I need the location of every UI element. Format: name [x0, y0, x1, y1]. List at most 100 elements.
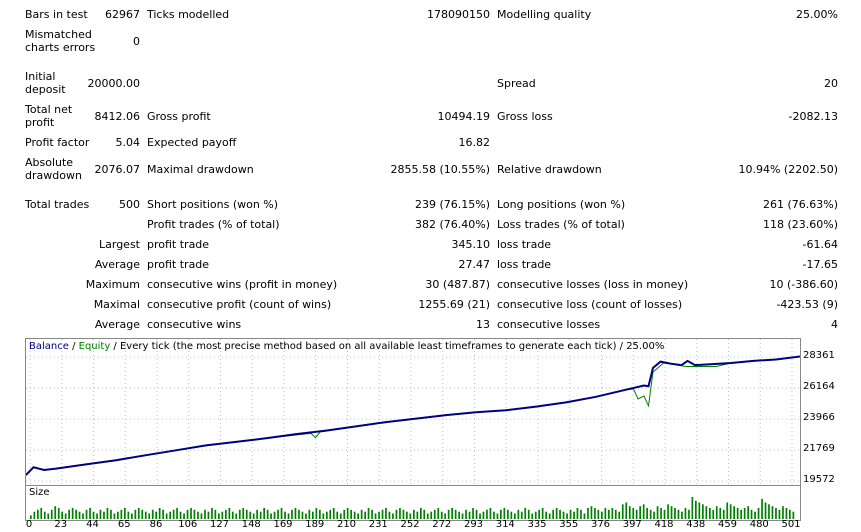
volume-bar: [500, 509, 502, 519]
volume-bar: [597, 509, 600, 519]
volume-bar: [733, 506, 735, 519]
volume-bar: [374, 513, 377, 519]
volume-bar: [30, 515, 32, 519]
volume-bar: [92, 511, 95, 519]
y-tick-label: 21769: [803, 443, 835, 455]
ticks-modelled-label: Ticks modelled: [147, 8, 230, 21]
volume-bar: [218, 513, 220, 519]
x-tick-label: 314: [495, 519, 515, 530]
volume-bar: [106, 508, 109, 519]
volume-bar: [263, 508, 265, 519]
volume-bar: [193, 509, 196, 519]
long-positions-label: Long positions (won %): [497, 198, 626, 211]
volume-bar: [472, 508, 474, 519]
volume-bar: [757, 508, 760, 519]
volume-bar: [131, 513, 133, 519]
volume-bar: [343, 509, 346, 519]
volume-bar: [190, 508, 192, 519]
volume-bar: [566, 513, 568, 519]
volume-bar: [252, 513, 255, 519]
volume-bar: [47, 513, 50, 519]
volume-bar: [555, 508, 558, 519]
max-consecutive-wins-value: 30 (487.87): [425, 278, 490, 291]
x-tick-label: 252: [400, 519, 420, 530]
x-tick-label: 127: [209, 519, 230, 530]
volume-bar: [789, 509, 791, 519]
loss-trades-label: Loss trades (% of total): [497, 218, 625, 231]
x-tick-label: 231: [368, 519, 388, 530]
expected-payoff-label: Expected payoff: [147, 136, 237, 149]
x-tick-label: 480: [749, 519, 769, 530]
volume-bar: [406, 511, 408, 519]
volume-bar: [517, 509, 520, 519]
average-consecutive-losses-label: consecutive losses: [497, 318, 601, 331]
modelling-quality-label: Modelling quality: [497, 8, 592, 21]
volume-bar: [312, 511, 314, 519]
x-tick-label: 335: [527, 519, 547, 530]
average-profit-trade-value: 27.47: [458, 258, 491, 271]
volume-bar: [413, 509, 415, 519]
volume-bar: [238, 509, 241, 519]
volume-bar: [249, 511, 252, 519]
volume-bar: [99, 509, 102, 519]
ticks-modelled-value: 178090150: [427, 8, 490, 21]
volume-bar: [709, 508, 711, 519]
volume-bar: [782, 506, 784, 519]
volume-bar: [37, 509, 39, 519]
volume-bar: [110, 509, 112, 519]
volume-bar: [364, 511, 366, 519]
volume-bar: [771, 506, 774, 519]
maximal-consecutive-profit-value: 1255.69 (21): [418, 298, 490, 311]
average-loss-trade-value: -17.65: [802, 258, 838, 271]
volume-bar: [378, 511, 380, 519]
volume-bar: [663, 509, 666, 519]
legend-description: / Every tick (the most precise method ba…: [110, 341, 665, 352]
x-tick-label: 501: [781, 519, 801, 530]
x-tick-label: 210: [336, 519, 357, 530]
volume-bar: [346, 508, 349, 519]
volume-bar: [388, 511, 391, 519]
largest-profit-trade-value: 345.10: [451, 238, 491, 251]
volume-bar: [608, 509, 610, 519]
volume-bar: [277, 509, 279, 519]
volume-bar: [385, 508, 387, 519]
volume-bar: [381, 509, 384, 519]
total-net-profit-label-line2: profit: [25, 116, 55, 129]
balance-equity-chart: Balance / Equity / Every tick (the most …: [25, 338, 801, 486]
legend-balance: Balance: [29, 341, 69, 352]
volume-bar: [305, 513, 307, 519]
spread-label: Spread: [497, 77, 536, 90]
spread-value: 20: [824, 77, 838, 90]
volume-bar: [291, 509, 293, 519]
volume-bar: [392, 513, 394, 519]
mismatched-value: 0: [133, 35, 140, 48]
volume-bar: [50, 509, 53, 519]
volume-bar: [646, 508, 648, 519]
volume-bar: [336, 511, 339, 519]
gross-profit-label: Gross profit: [147, 110, 211, 123]
mismatched-label-line2: charts errors: [25, 41, 96, 54]
x-tick-label: 272: [432, 519, 452, 530]
volume-bar: [503, 508, 506, 519]
x-tick-label: 44: [86, 519, 99, 530]
volume-bar: [775, 508, 777, 519]
total-trades-value: 500: [119, 198, 140, 211]
volume-bar: [399, 508, 401, 519]
volume-bar: [96, 513, 98, 519]
volume-bar: [78, 511, 81, 519]
volume-bar: [479, 513, 481, 519]
x-tick-label: 86: [149, 519, 163, 530]
bars-in-test-label: Bars in test: [25, 8, 88, 21]
volume-bar: [287, 513, 290, 519]
maximal-consecutive-loss-value: -423.53 (9): [776, 298, 838, 311]
volume-bar: [649, 509, 652, 519]
volume-bar: [259, 511, 262, 519]
volume-bar: [242, 508, 245, 519]
volume-bar: [75, 509, 77, 519]
volume-bar: [768, 504, 770, 519]
volume-bar: [395, 509, 398, 519]
legend-separator: /: [68, 341, 79, 352]
average-prefix: Average: [94, 258, 140, 271]
average-consecutive-prefix: Average: [94, 318, 140, 331]
volume-bar: [444, 513, 446, 519]
